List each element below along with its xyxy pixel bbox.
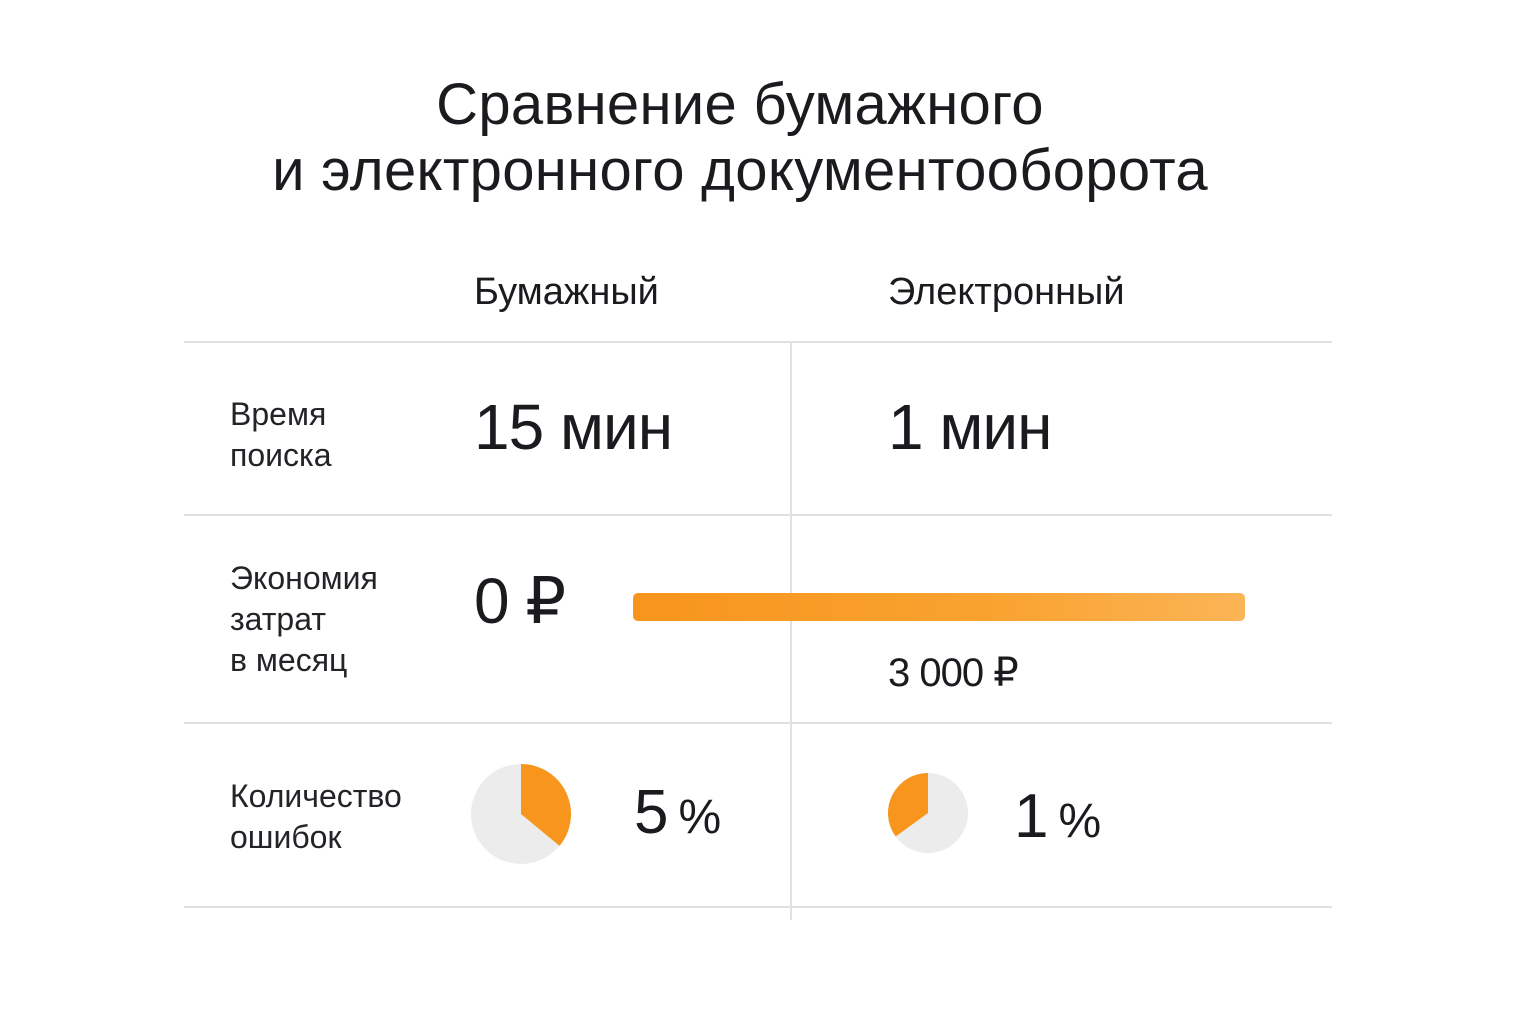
search-time-paper-value: 15 мин bbox=[474, 391, 673, 463]
title-line-1: Сравнение бумажного bbox=[436, 72, 1044, 137]
errors-electronic-unit: % bbox=[1058, 795, 1102, 848]
row-label-line: поиска bbox=[230, 437, 332, 473]
row-label-line: в месяц bbox=[230, 642, 348, 678]
pie-slice-paper bbox=[521, 764, 571, 846]
chart-title: Сравнение бумажного и электронного докум… bbox=[0, 72, 1480, 204]
savings-bar bbox=[633, 593, 1245, 621]
row-label-search-time: Время поиска bbox=[230, 394, 332, 476]
column-header-paper: Бумажный bbox=[474, 271, 659, 313]
row-label-line: Экономия bbox=[230, 560, 378, 596]
errors-paper-pie bbox=[471, 764, 571, 864]
row-label-errors: Количество ошибок bbox=[230, 776, 402, 858]
row-label-savings: Экономия затрат в месяц bbox=[230, 558, 378, 681]
grid-line-bottom bbox=[184, 906, 1332, 908]
grid-line-row-2 bbox=[184, 722, 1332, 724]
savings-electronic-value: 3 000 ₽ bbox=[888, 651, 1019, 695]
errors-paper-unit: % bbox=[678, 791, 722, 844]
errors-electronic-pie bbox=[888, 773, 968, 853]
errors-paper-value: 5% bbox=[634, 778, 721, 853]
title-line-2: и электронного документооборота bbox=[272, 138, 1208, 203]
row-label-line: Время bbox=[230, 396, 327, 432]
row-label-line: ошибок bbox=[230, 819, 342, 855]
search-time-electronic-value: 1 мин bbox=[888, 391, 1052, 463]
row-label-line: Количество bbox=[230, 778, 402, 814]
errors-electronic-number: 1 bbox=[1014, 782, 1049, 851]
pie-slice-electronic bbox=[888, 773, 928, 837]
errors-paper-number: 5 bbox=[634, 778, 669, 847]
row-label-line: затрат bbox=[230, 601, 326, 637]
column-header-electronic: Электронный bbox=[888, 271, 1125, 313]
grid-line-row-1 bbox=[184, 514, 1332, 516]
grid-line-top bbox=[184, 341, 1332, 343]
savings-paper-value: 0 ₽ bbox=[474, 565, 566, 637]
grid-line-column-divider bbox=[790, 343, 792, 920]
errors-electronic-value: 1% bbox=[1014, 782, 1101, 857]
